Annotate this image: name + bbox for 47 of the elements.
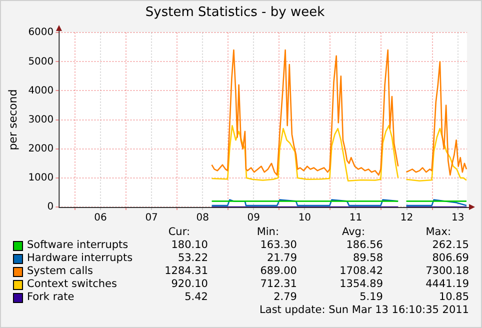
text: Cur: [168,226,190,238]
x-tick-label: 11 [349,212,362,224]
text: 920.10 [171,278,208,290]
text: 53.22 [178,252,208,264]
text: 163.30 [260,239,297,251]
text: Min: [256,226,279,238]
text: 186.56 [346,239,383,251]
text: 5.19 [360,291,383,303]
x-tick-label: 07 [145,212,158,224]
text: 21.79 [266,252,297,264]
legend-label: Hardware interrupts [27,252,133,264]
legend-label: Fork rate [27,291,74,303]
text: 180.10 [171,239,208,251]
x-tick-label: 08 [196,212,209,224]
chart-title: System Statistics - by week [145,5,326,20]
text: Avg: [342,226,365,238]
legend-label: Context switches [27,278,117,290]
legend-label: Software interrupts [27,239,128,251]
y-tick-label: 0 [47,202,54,213]
y-tick-label: 2000 [28,143,54,154]
y-axis-title: per second [6,89,20,150]
y-tick-label: 5000 [28,56,54,68]
x-tick-label: 09 [247,212,260,224]
text: 1284.31 [164,265,208,277]
text: 806.69 [432,252,469,264]
text: 262.15 [432,239,469,251]
text: 89.58 [352,252,383,264]
text: 2.79 [274,291,297,303]
text: 5.42 [184,291,208,303]
text: 1354.89 [340,278,383,290]
x-tick-label: 12 [400,212,414,224]
y-tick-label: 1000 [28,172,54,184]
text: 7300.18 [426,265,469,277]
y-tick-label: 6000 [28,27,54,38]
text: 689.00 [260,265,297,277]
text: 4441.19 [426,278,469,290]
text: 712.31 [260,278,297,290]
text: Last update: Sun Mar 13 16:10:35 2011 [260,304,469,316]
x-tick-label: 06 [94,212,107,224]
text: Max: [426,226,451,238]
text: 10.85 [438,291,469,303]
y-tick-label: 3000 [28,114,54,126]
legend-label: System calls [27,265,94,277]
x-tick-label: 13 [451,212,464,224]
text: 1708.42 [340,265,383,277]
x-tick-label: 10 [298,212,312,224]
y-tick-label: 4000 [28,85,54,96]
